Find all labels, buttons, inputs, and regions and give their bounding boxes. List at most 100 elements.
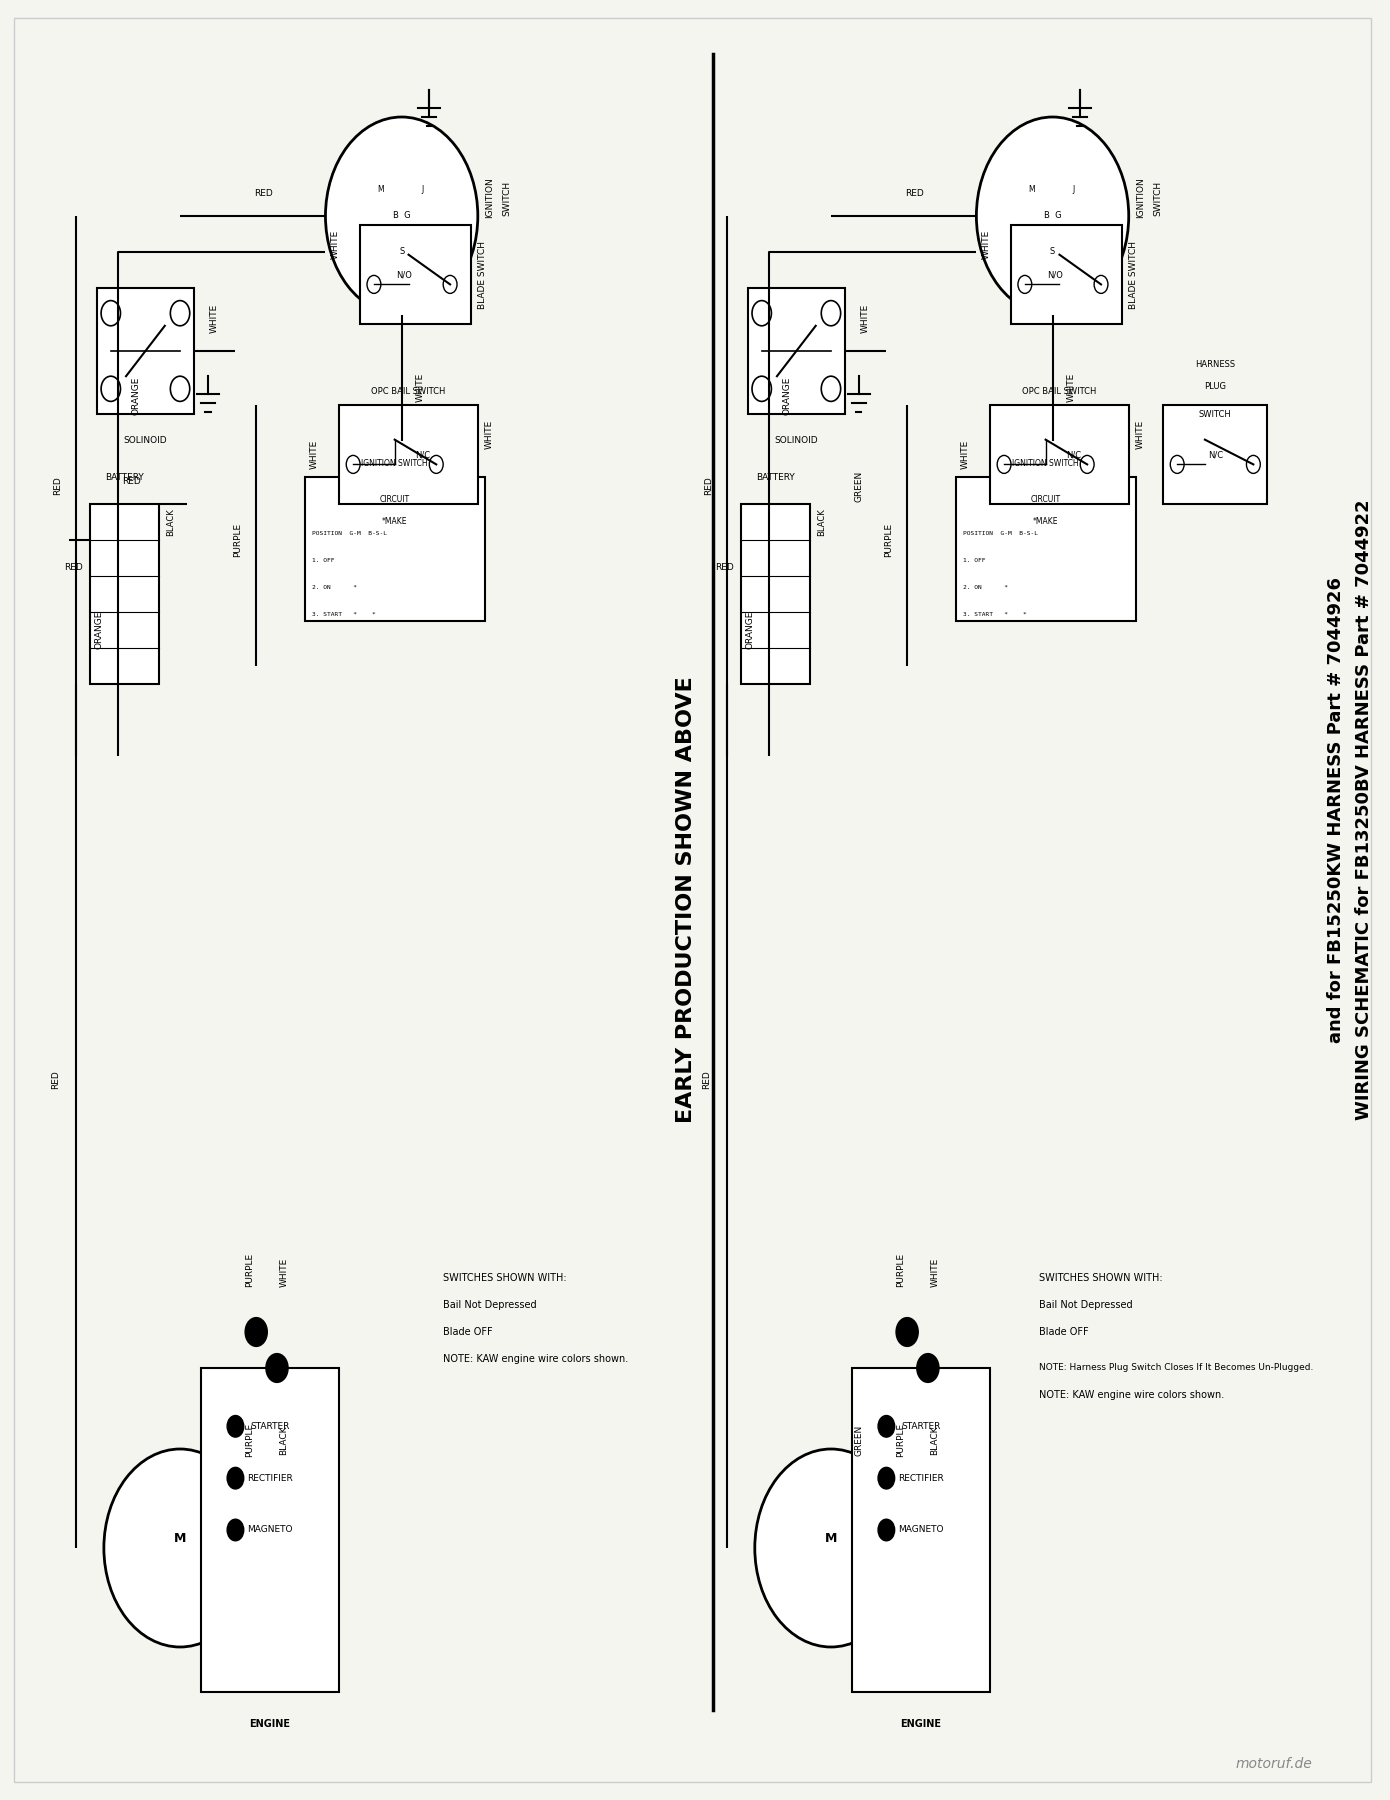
Circle shape (325, 117, 478, 315)
Text: Blade OFF: Blade OFF (1038, 1327, 1088, 1337)
Circle shape (443, 275, 457, 293)
Text: J: J (421, 185, 424, 194)
Text: WHITE: WHITE (310, 439, 318, 470)
Text: WHITE: WHITE (1136, 419, 1144, 450)
Circle shape (367, 275, 381, 293)
Text: GREEN: GREEN (855, 470, 863, 502)
Text: CIRCUIT: CIRCUIT (379, 495, 410, 504)
Text: BLADE SWITCH: BLADE SWITCH (1129, 241, 1138, 308)
Circle shape (171, 301, 190, 326)
Text: Bail Not Depressed: Bail Not Depressed (1038, 1300, 1133, 1310)
Text: M: M (174, 1532, 186, 1546)
Text: WHITE: WHITE (981, 230, 990, 259)
Text: RED: RED (64, 562, 83, 572)
Circle shape (1247, 455, 1261, 473)
Circle shape (1017, 275, 1031, 293)
Text: RED: RED (905, 189, 923, 198)
Text: N/C: N/C (414, 450, 430, 459)
Text: RECTIFIER: RECTIFIER (247, 1474, 293, 1483)
Text: BLACK: BLACK (930, 1426, 940, 1454)
Circle shape (1080, 455, 1094, 473)
Bar (200, 1368, 339, 1692)
Text: *MAKE: *MAKE (1033, 517, 1058, 526)
Circle shape (752, 301, 771, 326)
Text: RECTIFIER: RECTIFIER (898, 1474, 944, 1483)
Text: N/O: N/O (396, 270, 413, 279)
Circle shape (878, 1467, 895, 1489)
Text: PLUG: PLUG (1204, 382, 1226, 391)
Text: B  G: B G (393, 212, 410, 221)
Circle shape (897, 1318, 919, 1346)
Bar (339, 405, 478, 504)
Text: HARNESS: HARNESS (1195, 360, 1236, 369)
Text: RED: RED (705, 477, 713, 495)
Text: WIRING SCHEMATIC for FB13250BV HARNESS Part # 7044922: WIRING SCHEMATIC for FB13250BV HARNESS P… (1355, 500, 1373, 1120)
Text: BATTERY: BATTERY (106, 473, 145, 482)
Bar (741, 504, 810, 684)
Text: BLACK: BLACK (167, 508, 175, 536)
Circle shape (265, 1354, 288, 1382)
Text: Bail Not Depressed: Bail Not Depressed (443, 1300, 537, 1310)
Circle shape (101, 301, 121, 326)
Text: SWITCH: SWITCH (503, 180, 512, 216)
Text: PURPLE: PURPLE (245, 1424, 254, 1456)
Text: WHITE: WHITE (960, 439, 969, 470)
Text: NOTE: KAW engine wire colors shown.: NOTE: KAW engine wire colors shown. (1038, 1390, 1225, 1400)
Bar (1163, 405, 1268, 504)
Text: IGNITION: IGNITION (1136, 178, 1144, 218)
Text: S: S (1049, 247, 1055, 256)
Text: SWITCH: SWITCH (1200, 410, 1232, 419)
Text: and for FB15250KW HARNESS Part # 7044926: and for FB15250KW HARNESS Part # 7044926 (1327, 578, 1346, 1042)
Text: STARTER: STARTER (250, 1422, 289, 1431)
Text: EARLY PRODUCTION SHOWN ABOVE: EARLY PRODUCTION SHOWN ABOVE (676, 677, 695, 1123)
Circle shape (104, 1449, 256, 1647)
Text: WHITE: WHITE (331, 230, 339, 259)
Text: Blade OFF: Blade OFF (443, 1327, 493, 1337)
Text: N/C: N/C (1066, 450, 1081, 459)
Circle shape (101, 376, 121, 401)
Circle shape (821, 301, 841, 326)
Circle shape (227, 1415, 243, 1436)
Text: 3. START   *    *: 3. START * * (962, 612, 1026, 617)
Text: 2. ON      *: 2. ON * (311, 585, 357, 590)
Text: SWITCHES SHOWN WITH:: SWITCHES SHOWN WITH: (443, 1273, 567, 1283)
Text: J: J (1072, 185, 1074, 194)
Text: PURPLE: PURPLE (245, 1253, 254, 1287)
Circle shape (997, 455, 1011, 473)
Text: NOTE: KAW engine wire colors shown.: NOTE: KAW engine wire colors shown. (443, 1354, 628, 1364)
Text: IGNITION: IGNITION (485, 178, 493, 218)
Text: SWITCHES SHOWN WITH:: SWITCHES SHOWN WITH: (1038, 1273, 1162, 1283)
Text: RED: RED (702, 1071, 710, 1089)
Text: POSITION  G-M  B-S-L: POSITION G-M B-S-L (962, 531, 1037, 536)
Text: N/O: N/O (1048, 270, 1063, 279)
Text: OPC BAIL SWITCH: OPC BAIL SWITCH (371, 387, 446, 396)
Text: RED: RED (122, 477, 140, 486)
Text: WHITE: WHITE (485, 419, 493, 450)
Text: 3. START   *    *: 3. START * * (311, 612, 375, 617)
Text: WHITE: WHITE (1066, 373, 1076, 401)
Text: BLACK: BLACK (279, 1426, 288, 1454)
Text: ORANGE: ORANGE (746, 610, 755, 650)
Text: PURPLE: PURPLE (895, 1424, 905, 1456)
Text: POSITION  G-M  B-S-L: POSITION G-M B-S-L (311, 531, 386, 536)
Circle shape (245, 1318, 267, 1346)
Text: PURPLE: PURPLE (895, 1253, 905, 1287)
Text: ENGINE: ENGINE (901, 1719, 941, 1730)
Text: WHITE: WHITE (210, 304, 220, 333)
Text: 1. OFF: 1. OFF (962, 558, 986, 563)
Bar (304, 477, 485, 621)
Text: STARTER: STARTER (901, 1422, 941, 1431)
Text: 2. ON      *: 2. ON * (962, 585, 1008, 590)
Text: PURPLE: PURPLE (884, 524, 894, 556)
Text: PURPLE: PURPLE (234, 524, 242, 556)
Circle shape (171, 376, 190, 401)
Text: S: S (399, 247, 404, 256)
Text: B  G: B G (1044, 212, 1062, 221)
Text: RED: RED (53, 477, 63, 495)
Text: OPC BAIL SWITCH: OPC BAIL SWITCH (1022, 387, 1097, 396)
Bar (990, 405, 1129, 504)
Text: ORANGE: ORANGE (95, 610, 104, 650)
Circle shape (227, 1467, 243, 1489)
Circle shape (878, 1519, 895, 1541)
Circle shape (752, 376, 771, 401)
